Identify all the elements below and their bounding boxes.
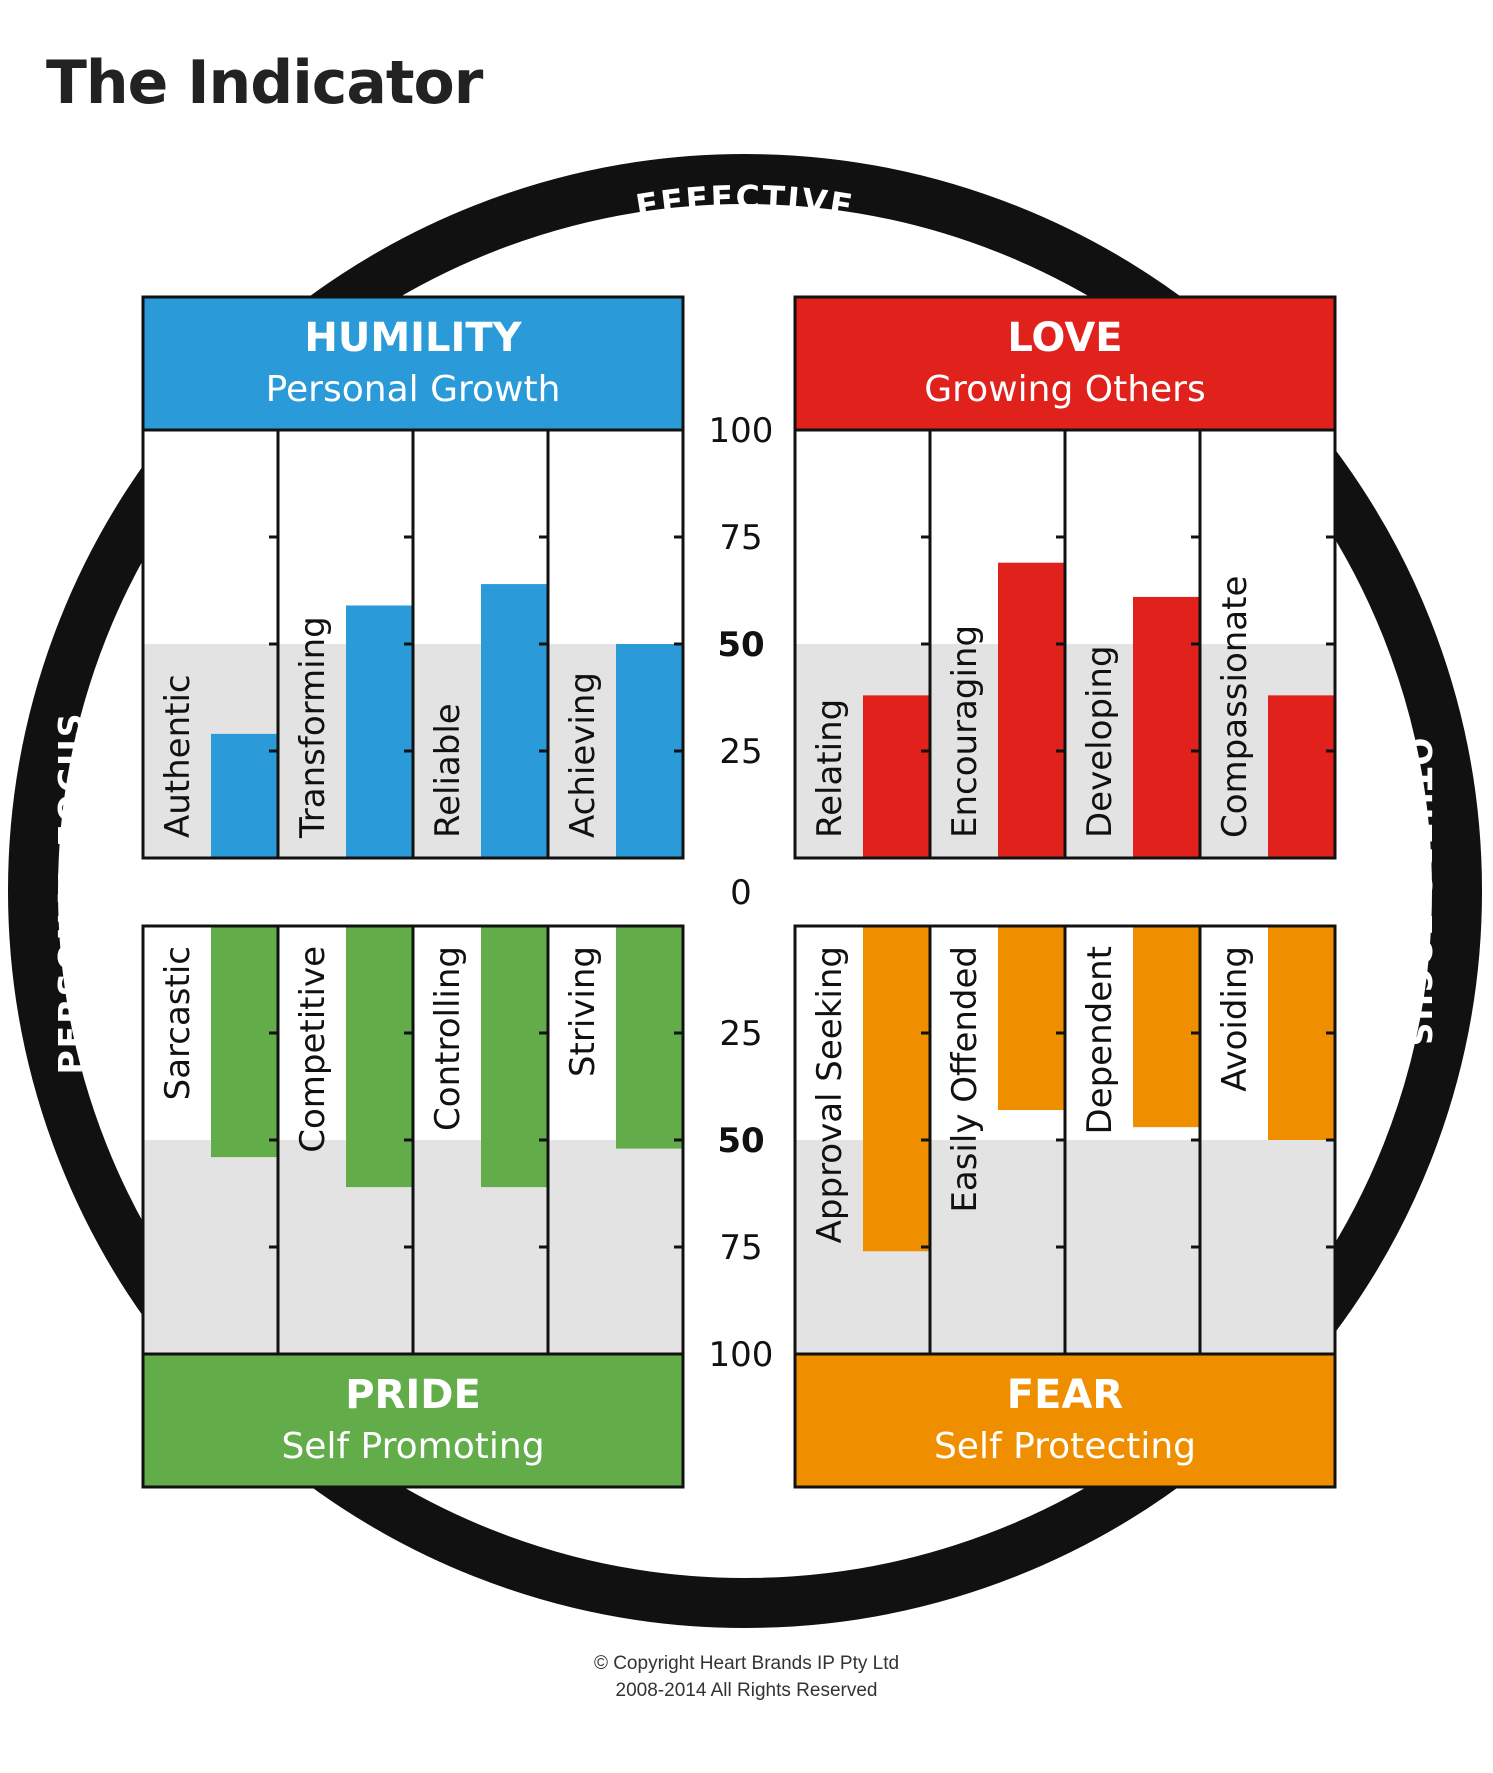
- scale-zero: 0: [730, 873, 752, 913]
- pride-label-controlling: Controlling: [428, 946, 468, 1131]
- pride-label-sarcastic: Sarcastic: [158, 946, 198, 1100]
- scale-bottom-25: 25: [719, 1014, 762, 1054]
- quadrants: Authentic Transforming Reliable Achieving HU…: [141, 295, 1337, 1489]
- pride-bar-controlling: [481, 926, 548, 1188]
- humility-bar-reliable: [481, 584, 548, 858]
- fear-label-easily-offended: Easily Offended: [945, 946, 985, 1213]
- love-title: LOVE: [1007, 315, 1122, 361]
- scale-bottom-100: 100: [709, 1335, 774, 1375]
- fear-label-approval-seeking: Approval Seeking: [810, 946, 850, 1243]
- love-label-developing: Developing: [1080, 645, 1120, 838]
- pride-title: PRIDE: [345, 1372, 481, 1418]
- love-subtitle: Growing Others: [924, 369, 1205, 410]
- pride-header: [141, 1352, 685, 1489]
- pride-quadrant: Sarcastic Competitive Controlling Striving P…: [141, 924, 685, 1489]
- scale-top-25: 25: [719, 732, 762, 772]
- fear-bar-approval-seeking: [863, 926, 930, 1252]
- love-label-relating: Relating: [810, 699, 850, 838]
- fear-title: FEAR: [1007, 1372, 1123, 1418]
- page-title: The Indicator: [46, 48, 483, 118]
- scale-bottom-75: 75: [719, 1228, 762, 1268]
- pride-bar-sarcastic: [211, 926, 278, 1158]
- love-bar-encouraging: [998, 562, 1065, 858]
- humility-subtitle: Personal Growth: [266, 369, 561, 410]
- love-quadrant: Relating Encouraging Developing Compassiona…: [793, 295, 1337, 860]
- scale-bottom-50: 50: [717, 1121, 764, 1161]
- humility-bar-transforming: [346, 605, 413, 858]
- humility-bar-authentic: [211, 733, 278, 858]
- fear-bar-easily-offended: [998, 926, 1065, 1111]
- fear-bar-dependent: [1133, 926, 1200, 1128]
- fear-label-avoiding: Avoiding: [1215, 946, 1255, 1092]
- fear-quadrant: Approval Seeking Easily Offended Dependent…: [793, 924, 1337, 1489]
- humility-label-reliable: Reliable: [428, 703, 468, 838]
- center-scale: 100 75 50 25 0 25 50 75 100: [709, 411, 774, 1375]
- humility-bar-achieving: [616, 644, 683, 858]
- humility-title: HUMILITY: [304, 315, 522, 361]
- focus-ring: [8, 154, 1482, 1628]
- love-bar-compassionate: [1268, 695, 1335, 858]
- copyright-line-2: 2008-2014 All Rights Reserved: [615, 1680, 878, 1701]
- ring-label-right: OTHERS FOCUS: [1400, 738, 1439, 1049]
- copyright-line-1: © Copyright Heart Brands IP Pty Ltd: [593, 1653, 900, 1674]
- scale-top-75: 75: [719, 518, 762, 558]
- love-bar-developing: [1133, 596, 1200, 858]
- fear-bar-avoiding: [1268, 926, 1335, 1140]
- copyright-notice: © Copyright Heart Brands IP Pty Ltd 2008…: [0, 1650, 1493, 1704]
- humility-label-authentic: Authentic: [158, 674, 198, 838]
- pride-bar-competitive: [346, 926, 413, 1188]
- scale-top-50: 50: [717, 625, 764, 665]
- pride-label-striving: Striving: [563, 946, 603, 1077]
- love-label-encouraging: Encouraging: [945, 625, 985, 838]
- fear-header: [793, 1352, 1337, 1489]
- fear-label-dependent: Dependent: [1080, 946, 1120, 1135]
- love-header: [793, 295, 1337, 432]
- pride-subtitle: Self Promoting: [281, 1426, 544, 1467]
- ring-label-left: PERSONAL FOCUS: [51, 711, 90, 1074]
- scale-top-100: 100: [709, 411, 774, 451]
- humility-label-transforming: Transforming: [293, 616, 333, 839]
- ring-label-top: EFFECTIVE: [633, 178, 857, 226]
- fear-subtitle: Self Protecting: [934, 1426, 1196, 1467]
- humility-label-achieving: Achieving: [563, 672, 603, 838]
- humility-quadrant: Authentic Transforming Reliable Achieving HU…: [141, 295, 685, 860]
- ring-label-bottom: INEFFECTIVE: [615, 1529, 875, 1581]
- pride-label-competitive: Competitive: [293, 946, 333, 1153]
- pride-bar-striving: [616, 926, 683, 1149]
- love-bar-relating: [863, 695, 930, 858]
- humility-header: [141, 295, 685, 432]
- love-label-compassionate: Compassionate: [1215, 576, 1255, 838]
